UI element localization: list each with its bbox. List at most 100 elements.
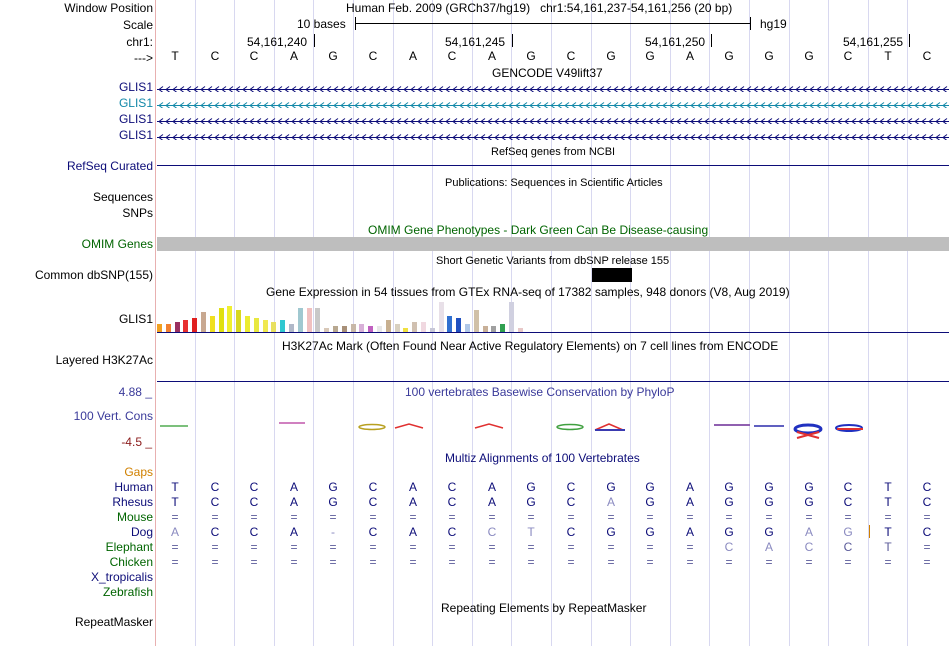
gtex-bar[interactable] xyxy=(227,306,233,332)
gtex-bar[interactable] xyxy=(473,310,479,332)
gtex-bar[interactable] xyxy=(315,308,321,332)
species-label[interactable]: X_tropicalis xyxy=(90,570,153,584)
gtex-bar[interactable] xyxy=(394,324,400,332)
gtex-bar[interactable] xyxy=(447,316,453,332)
gencode-label[interactable]: GLIS1 xyxy=(118,96,153,110)
gencode-strand-line[interactable] xyxy=(157,115,949,124)
species-label[interactable]: Human xyxy=(114,480,153,494)
gtex-bar[interactable] xyxy=(509,302,514,332)
omim-title[interactable]: OMIM Gene Phenotypes - Dark Green Can Be… xyxy=(368,223,709,237)
cons-label[interactable]: 100 Vert. Cons xyxy=(73,409,153,423)
gencode-label[interactable]: GLIS1 xyxy=(118,128,153,142)
gtex-bar[interactable] xyxy=(236,310,242,332)
gtex-bar[interactable] xyxy=(517,328,523,332)
alignment-base: C xyxy=(249,495,259,509)
base-letter: A xyxy=(487,49,496,63)
gtex-bar[interactable] xyxy=(491,326,497,332)
gtex-bar[interactable] xyxy=(183,320,189,332)
cons-wiggle[interactable] xyxy=(157,408,949,440)
gtex-bar[interactable] xyxy=(412,322,418,332)
species-label[interactable]: Rhesus xyxy=(112,495,153,509)
alignment-base: = xyxy=(923,510,931,524)
gencode-title[interactable]: GENCODE V49lift37 xyxy=(492,66,603,80)
snps-label[interactable]: SNPs xyxy=(122,206,153,220)
assembly-name: Human Feb. 2009 (GRCh37/hg19) xyxy=(346,1,531,15)
alignment-base: = xyxy=(329,555,337,569)
repeatmasker-label[interactable]: RepeatMasker xyxy=(74,615,153,629)
gtex-bar[interactable] xyxy=(253,318,259,332)
gtex-bar[interactable] xyxy=(341,326,347,332)
alignment-base: T xyxy=(884,495,892,509)
repeatmasker-title[interactable]: Repeating Elements by RepeatMasker xyxy=(441,601,647,615)
gtex-label[interactable]: GLIS1 xyxy=(118,312,153,326)
gtex-bar[interactable] xyxy=(192,318,198,332)
gtex-bar[interactable] xyxy=(385,320,391,332)
omim-gene-bar[interactable] xyxy=(157,237,949,251)
alignment-base: = xyxy=(250,555,258,569)
cons-mark xyxy=(160,425,188,427)
refseq-label[interactable]: RefSeq Curated xyxy=(66,159,153,173)
alignment-base: A xyxy=(685,495,694,509)
scale-bar xyxy=(355,23,751,24)
scale-label: Scale xyxy=(122,18,153,32)
h3k27ac-label[interactable]: Layered H3K27Ac xyxy=(55,353,153,367)
species-label[interactable]: Dog xyxy=(130,525,153,539)
publications-label[interactable]: Sequences xyxy=(92,190,153,204)
gtex-bar[interactable] xyxy=(157,324,162,332)
gtex-bar[interactable] xyxy=(482,326,488,332)
gencode-strand-line[interactable] xyxy=(157,83,949,92)
gtex-bar[interactable] xyxy=(429,328,435,332)
species-label[interactable]: Elephant xyxy=(105,540,153,554)
cons-mark xyxy=(358,423,386,431)
refseq-title[interactable]: RefSeq genes from NCBI xyxy=(491,146,616,158)
gencode-strand-line[interactable] xyxy=(157,131,949,140)
refseq-intron-line[interactable] xyxy=(157,165,949,166)
species-label[interactable]: Chicken xyxy=(109,555,153,569)
gencode-label[interactable]: GLIS1 xyxy=(118,112,153,126)
gtex-bar[interactable] xyxy=(280,320,286,332)
gtex-bar[interactable] xyxy=(306,308,312,332)
snp-variant[interactable] xyxy=(592,268,632,282)
gtex-bar[interactable] xyxy=(500,324,506,332)
species-label[interactable]: Mouse xyxy=(116,510,153,524)
multiz-title[interactable]: Multiz Alignments of 100 Vertebrates xyxy=(445,451,640,465)
gtex-bar[interactable] xyxy=(262,320,268,332)
alignment-base: = xyxy=(725,555,733,569)
species-label[interactable]: Zebrafish xyxy=(102,585,153,599)
gtex-bar[interactable] xyxy=(289,324,294,332)
gtex-bar[interactable] xyxy=(359,324,365,332)
alignment-base: = xyxy=(607,555,615,569)
alignment-base: = xyxy=(448,540,456,554)
gtex-bar[interactable] xyxy=(165,324,171,332)
gtex-bar[interactable] xyxy=(377,326,382,332)
gtex-bar[interactable] xyxy=(201,312,206,332)
gtex-bar[interactable] xyxy=(438,302,444,332)
gencode-label[interactable]: GLIS1 xyxy=(118,80,153,94)
gtex-bar[interactable] xyxy=(271,322,277,332)
alignment-base: A xyxy=(764,540,773,554)
gtex-bar[interactable] xyxy=(218,308,224,332)
alignment-base: C xyxy=(843,495,853,509)
gtex-bar[interactable] xyxy=(209,316,215,332)
gaps-label[interactable]: Gaps xyxy=(124,465,153,479)
gtex-bar[interactable] xyxy=(324,328,330,332)
dbsnp-title[interactable]: Short Genetic Variants from dbSNP releas… xyxy=(436,255,670,267)
h3k27ac-title[interactable]: H3K27Ac Mark (Often Found Near Active Re… xyxy=(282,339,779,353)
gtex-bar[interactable] xyxy=(350,324,356,332)
cons-title[interactable]: 100 vertebrates Basewise Conservation by… xyxy=(405,385,675,399)
gtex-bar[interactable] xyxy=(368,326,374,332)
gtex-title[interactable]: Gene Expression in 54 tissues from GTEx … xyxy=(266,285,790,299)
gtex-bar[interactable] xyxy=(333,326,338,332)
gtex-bar[interactable] xyxy=(174,322,180,332)
gtex-bar[interactable] xyxy=(297,308,303,332)
gtex-bar[interactable] xyxy=(245,316,250,332)
publications-title[interactable]: Publications: Sequences in Scientific Ar… xyxy=(445,177,663,189)
omim-label[interactable]: OMIM Genes xyxy=(81,237,153,251)
gencode-strand-line[interactable] xyxy=(157,99,949,108)
gtex-bar[interactable] xyxy=(456,318,462,332)
gtex-bar[interactable] xyxy=(421,322,426,332)
gtex-bar[interactable] xyxy=(465,324,470,332)
alignment-base: G xyxy=(645,480,655,494)
gtex-bar[interactable] xyxy=(403,328,409,332)
dbsnp-label[interactable]: Common dbSNP(155) xyxy=(34,268,153,282)
